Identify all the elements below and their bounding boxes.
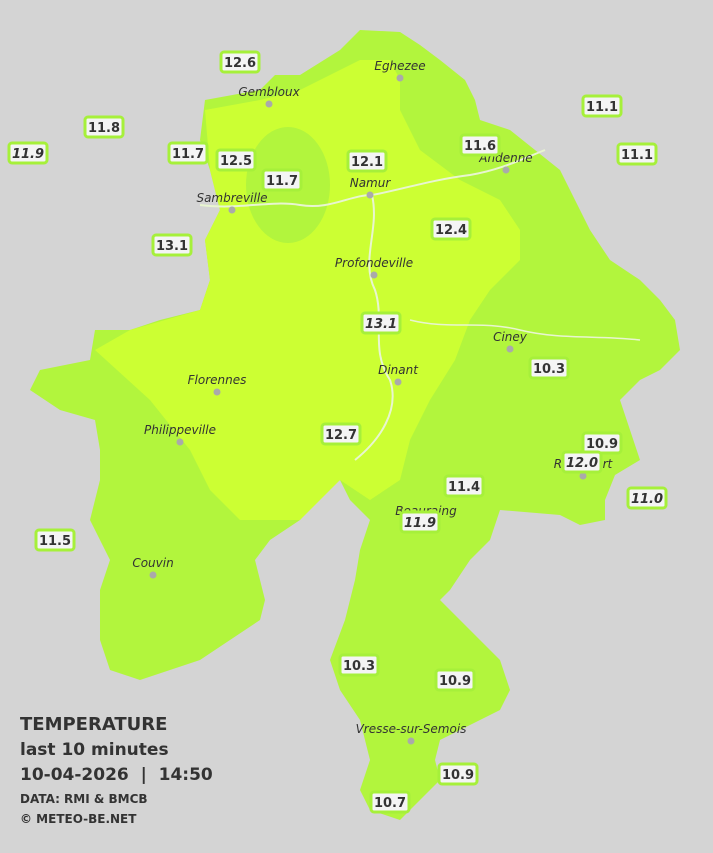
station-value: 11.5	[39, 534, 71, 549]
station-value: 12.5	[220, 154, 252, 169]
station-value: 11.1	[621, 148, 653, 163]
station-value: 13.1	[365, 317, 397, 332]
station-value: 11.9	[12, 147, 44, 162]
station-box	[616, 142, 658, 166]
city-dot	[149, 571, 157, 579]
station-box	[626, 486, 668, 510]
station-box	[581, 94, 623, 118]
station-box	[320, 422, 362, 446]
station-box	[399, 510, 441, 534]
station-box	[338, 653, 380, 677]
station-value: 12.7	[325, 428, 357, 443]
station-value: 10.9	[442, 768, 474, 783]
station-box	[219, 50, 261, 74]
station-value: 10.3	[343, 659, 375, 674]
city-dot	[213, 388, 221, 396]
city-dot	[228, 206, 236, 214]
city-label: Couvin	[132, 556, 173, 570]
station-box	[215, 148, 257, 172]
city-label: Sambreville	[196, 191, 267, 205]
station-value: 11.4	[448, 480, 480, 495]
station-box	[443, 474, 485, 498]
station-box	[83, 115, 125, 139]
station-value: 11.7	[266, 174, 298, 189]
station-value: 12.4	[435, 223, 467, 238]
city-label: Profondeville	[335, 256, 413, 270]
city-dot	[176, 438, 184, 446]
station-box	[430, 217, 472, 241]
city-label: Florennes	[188, 373, 247, 387]
station-value: 11.1	[586, 100, 618, 115]
city-dot	[502, 166, 510, 174]
station-box	[369, 790, 411, 814]
station-box	[167, 141, 209, 165]
legend-title: TEMPERATURE	[20, 714, 167, 735]
station-value: 11.9	[404, 516, 436, 531]
station-box	[360, 311, 402, 335]
city-dot	[370, 271, 378, 279]
station-value: 13.1	[156, 239, 188, 254]
city-label: Vresse-sur-Semois	[356, 722, 467, 736]
station-value: 10.3	[533, 362, 565, 377]
station-value: 11.8	[88, 121, 120, 136]
city-dot	[396, 74, 404, 82]
station-value: 11.6	[464, 139, 496, 154]
legend: TEMPERATURE last 10 minutes 10-04-2026 |…	[20, 714, 213, 826]
city-dot	[579, 472, 587, 480]
station-box	[437, 762, 479, 786]
station-value: 10.9	[439, 674, 471, 689]
station-box	[7, 141, 49, 165]
city-label: Eghezee	[374, 59, 425, 73]
city-label: Namur	[350, 176, 392, 190]
city-dot	[407, 737, 415, 745]
station-value: 12.6	[224, 56, 256, 71]
city-dot	[394, 378, 402, 386]
station-box	[34, 528, 76, 552]
city-label: Dinant	[378, 363, 419, 377]
warm-zone	[95, 60, 520, 520]
station-box	[561, 450, 603, 474]
city-dot	[366, 191, 374, 199]
city-dot	[265, 100, 273, 108]
station-value: 12.0	[566, 456, 598, 471]
station-box	[459, 133, 501, 157]
station-box	[261, 168, 303, 192]
station-value: 11.0	[631, 492, 663, 507]
station-box	[346, 149, 388, 173]
station-box	[434, 668, 476, 692]
city-dot	[506, 345, 514, 353]
city-label: Philippeville	[144, 423, 216, 437]
station-value: 12.1	[351, 155, 383, 170]
city-label: Gembloux	[238, 85, 300, 99]
station-value: 10.9	[586, 437, 618, 452]
legend-copyright: © METEO-BE.NET	[20, 812, 137, 826]
city-label: Ciney	[493, 330, 528, 344]
legend-datetime: 10-04-2026 | 14:50	[20, 765, 213, 785]
legend-subtitle: last 10 minutes	[20, 740, 169, 760]
legend-source: DATA: RMI & BMCB	[20, 792, 148, 806]
station-box	[151, 233, 193, 257]
station-value: 11.7	[172, 147, 204, 162]
station-box	[528, 356, 570, 380]
station-value: 10.7	[374, 796, 406, 811]
river	[409, 319, 641, 341]
